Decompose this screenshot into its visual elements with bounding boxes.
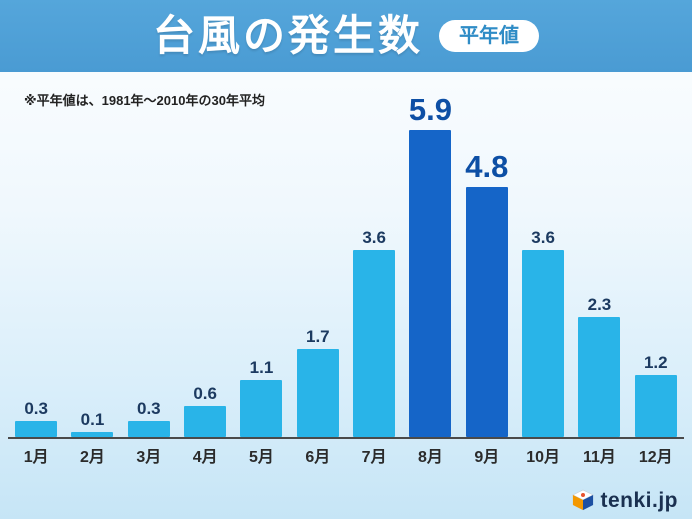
bar-value-label: 2.3 [587,295,612,314]
bar-column: 1.2 [628,354,684,437]
x-tick-label: 9月 [474,449,500,466]
tenki-logo: tenki.jp [572,489,678,511]
bar [127,421,170,437]
bars-row: 0.3 0.1 0.3 0.6 1.1 1.7 3.6 5.9 4.8 3.6 2.3 1.2 [8,94,684,437]
bar-value-label: 0.3 [137,399,161,418]
bar [465,187,508,437]
bar-column: 3.6 [515,229,571,437]
bar-column: 5.9 [402,94,458,437]
bar-column: 3.6 [346,229,402,437]
bar-column: 4.8 [459,151,515,437]
bar-value-label: 1.1 [249,358,274,377]
bar-value-label: 0.6 [193,384,217,403]
bar-value-label: 0.3 [24,399,48,418]
bar-value-label: 1.2 [643,353,668,372]
tenki-logo-icon [572,489,595,511]
x-tick-label: 3月 [136,449,162,466]
x-tick-label: 5月 [249,449,274,466]
bar-value-label: 0.1 [80,410,105,429]
bar-column: 0.3 [8,400,64,437]
bar-column: 0.6 [177,385,233,437]
bar [184,406,227,437]
chart-footnote: ※平年値は、1981年〜2010年の30年平均 [24,93,265,108]
bar [353,250,396,437]
bar [522,250,565,437]
bar [15,421,58,437]
bar-value-label: 4.8 [465,149,509,184]
bar-column: 1.7 [290,328,346,437]
bar-value-label: 1.7 [305,327,330,346]
x-tick-label: 4月 [192,449,218,466]
bar [71,432,114,437]
chart-title: 台風の発生数 [152,12,423,59]
x-tick-label: 11月 [582,449,616,466]
x-tick-label: 12月 [638,449,673,466]
x-tick-label: 2月 [80,449,105,466]
bar-column: 0.1 [64,411,120,437]
normal-value-badge: 平年値 [439,20,539,52]
x-tick-label: 1月 [23,449,49,466]
bar [409,130,452,437]
bar [634,375,677,437]
bar-column: 0.3 [121,400,177,437]
bar-value-label: 5.9 [408,92,453,127]
chart-header: 台風の発生数 平年値 [0,0,692,72]
bar [240,380,283,437]
x-tick-label: 6月 [305,449,331,466]
x-tick-label: 8月 [418,449,443,466]
bar [578,317,621,437]
x-tick-label: 10月 [526,449,561,466]
bar [296,349,339,437]
bar-column: 2.3 [571,296,627,437]
tenki-logo-text: tenki.jp [600,488,678,512]
bar-value-label: 3.6 [531,228,555,247]
bar-value-label: 3.6 [362,228,386,247]
bar-column: 1.1 [233,359,289,437]
x-axis-labels: 1月 2月 3月 4月 5月 6月 7月 8月 9月 10月 11月 12月 [8,443,684,467]
x-axis-baseline [8,437,684,439]
x-tick-label: 7月 [361,449,387,466]
